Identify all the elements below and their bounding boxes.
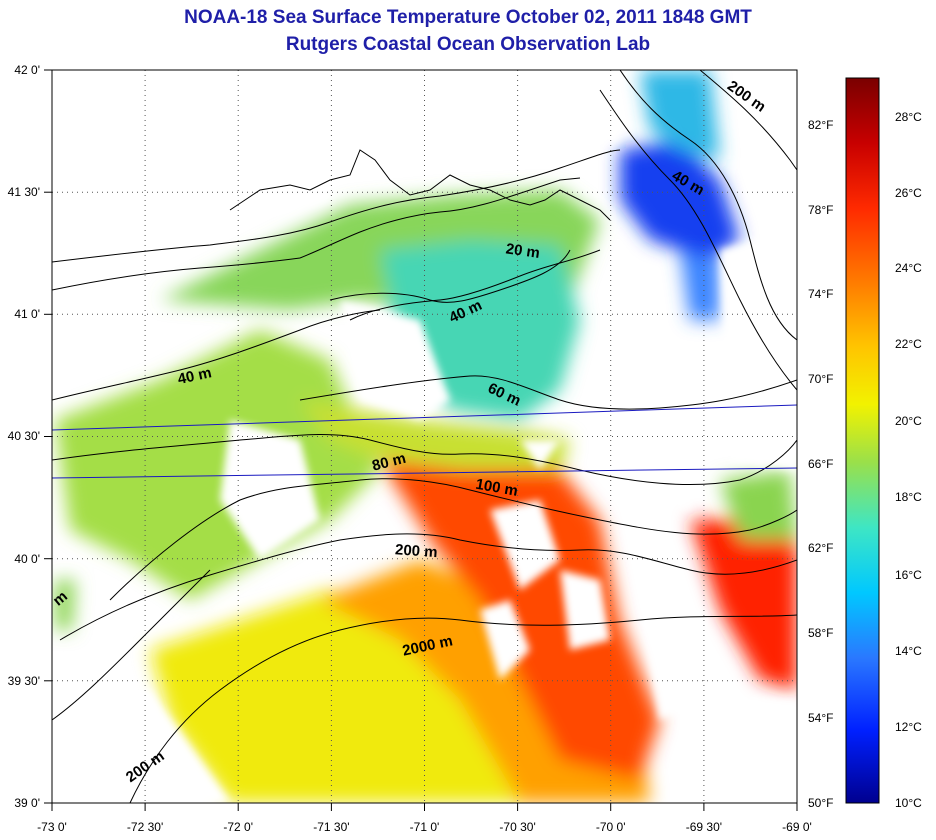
fahrenheit-label: 54°F [808,711,833,725]
fahrenheit-label: 62°F [808,541,833,555]
lon-label: -70 0' [596,820,626,834]
contour-label-20m: 20 m [505,240,541,262]
celsius-label: 16°C [895,568,922,582]
fahrenheit-label: 66°F [808,457,833,471]
fahrenheit-label: 50°F [808,796,833,810]
celsius-label: 12°C [895,720,922,734]
celsius-label: 22°C [895,337,922,351]
celsius-label: 10°C [895,796,922,810]
lat-label: 42 0' [14,63,40,77]
map-title: NOAA-18 Sea Surface Temperature October … [184,7,752,28]
celsius-label: 26°C [895,186,922,200]
map-grid [52,70,797,803]
lon-label: -69 0' [782,820,812,834]
contours [52,70,797,803]
lat-label: 41 30' [8,185,40,199]
lon-label: -72 30' [127,820,163,834]
fahrenheit-label: 78°F [808,203,833,217]
celsius-label: 18°C [895,490,922,504]
fahrenheit-label: 58°F [808,626,833,640]
contour-label-40m-west: 40 m [176,364,213,388]
fahrenheit-label: 70°F [808,372,833,386]
fahrenheit-label: 82°F [808,118,833,132]
lon-label: -71 30' [313,820,349,834]
lon-label: -70 30' [499,820,535,834]
celsius-label: 14°C [895,644,922,658]
celsius-label: 24°C [895,261,922,275]
lon-label: -73 0' [37,820,67,834]
lat-label: 39 0' [14,796,40,810]
map-subtitle: Rutgers Coastal Ocean Observation Lab [285,34,651,55]
lon-label: -69 30' [686,820,722,834]
data-gaps [57,70,797,803]
colorbar-gradient [845,77,880,804]
lat-label: 40 0' [14,552,40,566]
celsius-label: 28°C [895,110,922,124]
fahrenheit-label: 74°F [808,287,833,301]
axis-ticks [44,69,798,811]
lon-label: -71 0' [410,820,440,834]
colorbar-fahrenheit-labels: 82°F 78°F 74°F 70°F 66°F 62°F 58°F 54°F … [808,118,833,810]
lat-label: 40 30' [8,429,40,443]
lat-label: 39 30' [8,674,40,688]
celsius-label: 20°C [895,414,922,428]
lon-label: -72 0' [223,820,253,834]
lat-labels: 42 0' 41 30' 41 0' 40 30' 40 0' 39 30' 3… [8,63,40,810]
colorbar [845,77,880,804]
contour-label-200m-mid: 200 m [395,541,439,561]
colorbar-celsius-labels: 28°C 26°C 24°C 22°C 20°C 18°C 16°C 14°C … [895,110,922,810]
lat-label: 41 0' [14,307,40,321]
lon-labels: -73 0' -72 30' -72 0' -71 30' -71 0' -70… [37,820,812,834]
